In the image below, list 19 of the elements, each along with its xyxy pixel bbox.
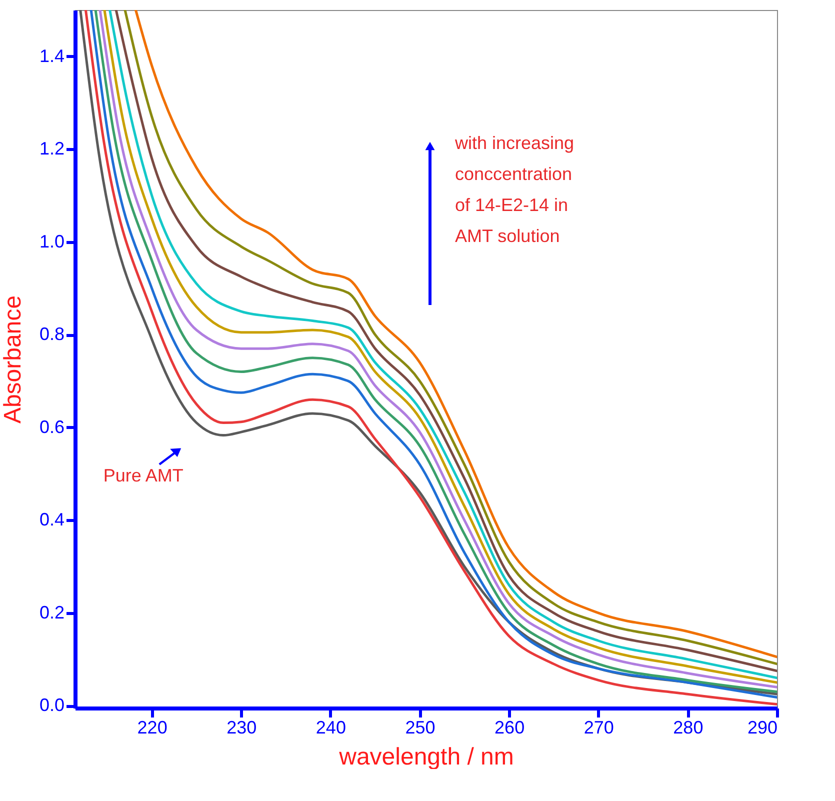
x-tick-label: 270	[584, 718, 614, 738]
y-tick-label: 1.2	[39, 138, 64, 159]
y-tick-label: 0.4	[39, 510, 64, 530]
annotation: Pure AMT	[103, 465, 184, 486]
x-tick-label: 220	[137, 718, 168, 738]
x-tick-label: 280	[673, 718, 704, 738]
x-tick-label: 230	[226, 718, 257, 738]
y-axis-title: Absorbance	[0, 295, 26, 424]
y-tick-label: 0.2	[39, 602, 64, 622]
x-tick-label: 260	[494, 718, 525, 738]
y-tick-label: 0.6	[39, 416, 64, 437]
x-tick-label: 240	[316, 718, 346, 738]
y-tick-label: 1.0	[39, 231, 64, 252]
y-tick-label: 0.0	[39, 695, 64, 716]
y-tick-label: 1.4	[39, 46, 64, 66]
y-tick-label: 0.8	[39, 324, 64, 344]
x-tick-label: 250	[405, 718, 436, 738]
annotation: with increasing conccentration of 14-E2-14 in AMT solution	[454, 133, 574, 246]
x-tick-label: 290	[747, 718, 778, 738]
